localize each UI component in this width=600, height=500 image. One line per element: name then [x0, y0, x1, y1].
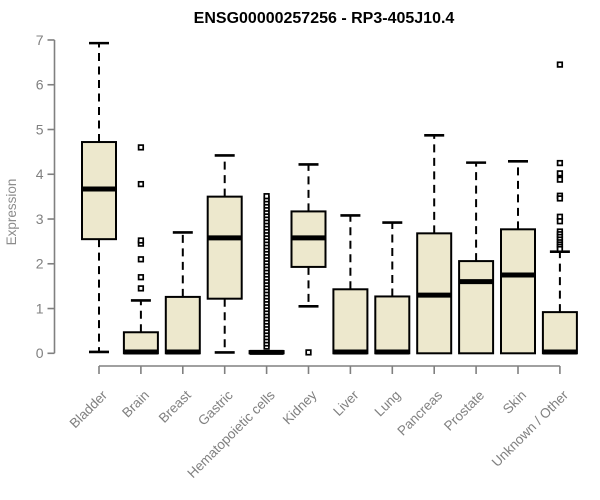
x-category-label: Pancreas	[394, 387, 445, 438]
y-tick-label: 1	[36, 300, 44, 316]
outlier-point	[137, 256, 145, 263]
outlier-point	[305, 349, 312, 356]
x-category-label: Gastric	[195, 387, 236, 428]
boxplot-hematopoietic-cells	[248, 193, 285, 355]
outlier-point	[556, 218, 564, 225]
outlier-point	[556, 245, 564, 253]
boxplot-brain	[122, 144, 159, 355]
box	[500, 228, 536, 355]
outlier-point	[137, 285, 145, 292]
y-tick-label: 7	[36, 32, 44, 48]
boxplot-pancreas	[416, 134, 453, 355]
outlier-point	[137, 180, 145, 188]
y-axis-label: Expression	[4, 179, 19, 246]
boxplot-unknown-other	[541, 61, 578, 355]
boxplot-prostate	[458, 161, 495, 355]
outlier-point	[263, 193, 270, 200]
outlier-point	[556, 170, 564, 177]
box	[206, 195, 243, 300]
boxplot-lung	[374, 221, 411, 355]
outlier-point	[556, 159, 564, 167]
x-category-label: Unknown / Other	[489, 387, 572, 470]
y-tick-label: 3	[36, 211, 44, 227]
boxplot-skin	[500, 159, 536, 355]
outlier-point	[137, 237, 145, 244]
y-tick-label: 6	[36, 77, 44, 93]
boxplot-kidney	[290, 163, 327, 356]
y-tick-label: 0	[36, 345, 44, 361]
x-category-label: Liver	[330, 387, 362, 419]
outlier-point	[556, 195, 564, 202]
box	[541, 311, 578, 355]
x-category-label: Lung	[372, 388, 404, 420]
outlier-point	[137, 144, 145, 151]
y-tick-label: 4	[36, 166, 44, 182]
x-category-label: Breast	[156, 387, 194, 425]
y-axis: 0 1 2 3 4 5 6 7	[36, 32, 56, 361]
boxplot-series	[81, 41, 578, 356]
chart-title: ENSG00000257256 - RP3-405J10.4	[194, 10, 455, 27]
boxplot-bladder	[81, 41, 117, 354]
y-tick-label: 2	[36, 256, 44, 272]
x-category-label: Kidney	[280, 387, 320, 427]
box	[458, 260, 495, 355]
x-category-label: Bladder	[67, 387, 111, 431]
x-category-label: Brain	[119, 388, 152, 421]
outlier-point	[556, 61, 564, 68]
boxplot-gastric	[206, 154, 243, 354]
box	[164, 295, 201, 355]
outlier-point	[137, 274, 145, 281]
box	[332, 288, 369, 355]
box	[374, 295, 411, 355]
x-category-label: Prostate	[441, 388, 487, 434]
boxplot-liver	[332, 214, 369, 355]
x-category-label: Skin	[500, 388, 529, 417]
boxplot-breast	[164, 231, 201, 355]
outlier-point	[556, 176, 564, 183]
y-tick-label: 5	[36, 121, 44, 137]
